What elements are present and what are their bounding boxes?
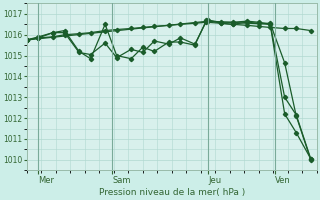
X-axis label: Pression niveau de la mer( hPa ): Pression niveau de la mer( hPa ) [99,188,245,197]
